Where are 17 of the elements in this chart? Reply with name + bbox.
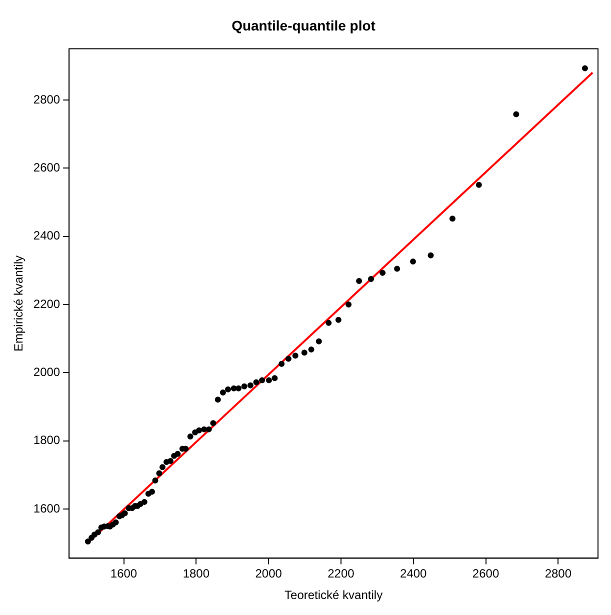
x-axis-title: Teoretické kvantily (284, 588, 383, 602)
y-axis-title: Empirické kvantily (12, 255, 26, 352)
y-tick-label: 1800 (33, 433, 60, 448)
y-tick-label: 1600 (33, 501, 60, 516)
y-tick-label: 2400 (33, 228, 60, 243)
x-tick-label: 1600 (110, 566, 138, 581)
x-tick-label: 2800 (544, 566, 572, 581)
x-tick-label: 2600 (472, 566, 500, 581)
y-tick-label: 2000 (33, 365, 60, 380)
y-tick-label: 2200 (33, 296, 60, 311)
chart-title: Quantile-quantile plot (232, 17, 376, 34)
x-tick-label: 2000 (255, 566, 282, 581)
x-tick-label: 2200 (328, 566, 355, 581)
x-tick-label: 1800 (182, 566, 210, 581)
x-tick-label: 2400 (400, 566, 428, 581)
y-tick-label: 2800 (33, 92, 60, 106)
y-tick-label: 2600 (33, 160, 60, 174)
